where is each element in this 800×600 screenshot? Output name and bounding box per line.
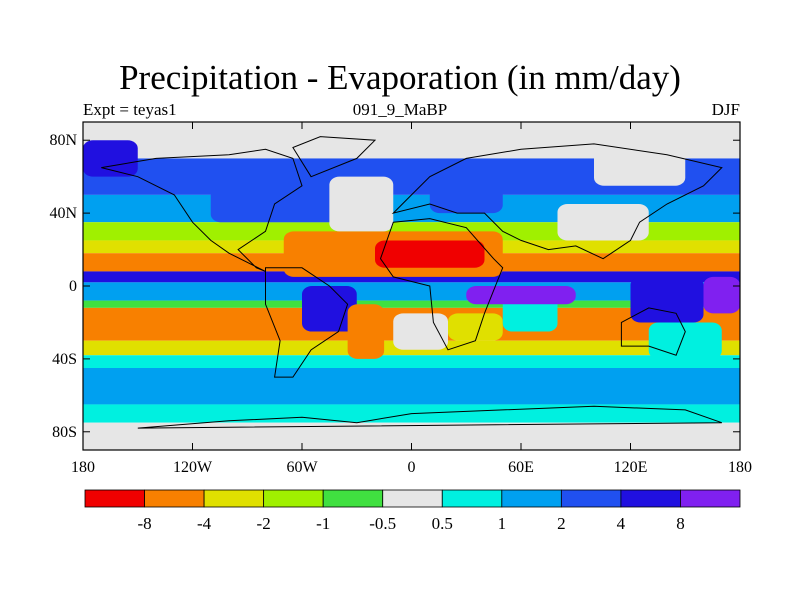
- region-13: [466, 286, 576, 305]
- colorbar-swatch-7: [501, 489, 562, 508]
- y-tick-label-0: 80N: [49, 132, 77, 149]
- land-outline-2: [379, 218, 504, 351]
- region-2: [210, 176, 339, 223]
- colorbar-label-9: 8: [676, 514, 685, 533]
- colorbar-swatch-2: [203, 489, 265, 508]
- colorbar-swatch-3: [263, 489, 324, 508]
- x-tick-label-3: 0: [408, 459, 416, 476]
- x-tick-label-4: 60E: [508, 459, 534, 476]
- colorbar-label-0: -8: [137, 514, 151, 533]
- land-outlines: [101, 136, 723, 429]
- colorbar-swatch-0: [84, 489, 145, 508]
- colorbar-label-8: 4: [617, 514, 626, 533]
- colorbar-label-4: -0.5: [369, 514, 396, 533]
- colorbar-swatch-9: [620, 489, 681, 508]
- region-3: [329, 176, 394, 232]
- land-outline-3: [391, 143, 723, 260]
- region-1: [375, 240, 485, 268]
- region-5: [557, 204, 649, 241]
- region-15: [594, 140, 686, 186]
- colorbar-label-3: -1: [316, 514, 330, 533]
- region-16: [648, 322, 722, 359]
- region-11: [630, 276, 704, 323]
- land-outline-4: [620, 307, 686, 356]
- y-tick-label-1: 40N: [49, 205, 77, 222]
- y-tick-label-4: 80S: [52, 424, 77, 441]
- colorbar-label-2: -2: [257, 514, 271, 533]
- period-label: 091_9_MaBP: [352, 100, 448, 119]
- region-6: [302, 286, 357, 332]
- colorbar-swatch-4: [322, 489, 384, 508]
- x-tick-label-2: 60W: [286, 459, 318, 476]
- colorbar-label-5: 0.5: [432, 514, 453, 533]
- experiment-label: Expt = teyas1: [83, 100, 177, 119]
- colorbar-label-1: -4: [197, 514, 212, 533]
- land-outline-5: [137, 405, 722, 429]
- region-14: [83, 140, 138, 177]
- colorbar-swatch-8: [560, 489, 622, 508]
- land-outline-0: [101, 148, 303, 272]
- colorbar-swatch-10: [680, 489, 741, 508]
- x-tick-label-5: 120E: [614, 459, 648, 476]
- land-outline-1: [265, 267, 349, 378]
- colorbar-label-6: 1: [498, 514, 507, 533]
- x-tick-label-1: 120W: [173, 459, 213, 476]
- colorbar-swatch-5: [382, 489, 443, 508]
- colorbar-label-7: 2: [557, 514, 566, 533]
- chart-title: Precipitation - Evaporation (in mm/day): [119, 58, 681, 97]
- region-12: [703, 276, 740, 314]
- y-tick-label-3: 40S: [52, 351, 77, 368]
- region-7: [347, 304, 385, 359]
- band-8: [83, 300, 740, 308]
- season-label: DJF: [711, 100, 740, 119]
- region-4: [429, 158, 503, 214]
- map-field: [83, 122, 740, 450]
- colorbar-swatch-1: [144, 489, 205, 508]
- region-9: [448, 313, 503, 341]
- x-tick-label-6: 180: [728, 459, 752, 476]
- land-outline-6: [292, 136, 377, 178]
- axes: 180 120W 60W 0 60E 120E 180 80N 40N 0 40S 80S: [49, 122, 752, 476]
- colorbar: -8 -4 -2 -1 -0.5 0.5 1 2 4 8: [84, 489, 741, 533]
- band-11: [83, 355, 740, 368]
- x-tick-label-0: 180: [71, 459, 95, 476]
- y-tick-label-2: 0: [69, 278, 77, 295]
- colorbar-swatch-6: [441, 489, 503, 508]
- band-12: [83, 368, 740, 405]
- region-8: [393, 313, 448, 350]
